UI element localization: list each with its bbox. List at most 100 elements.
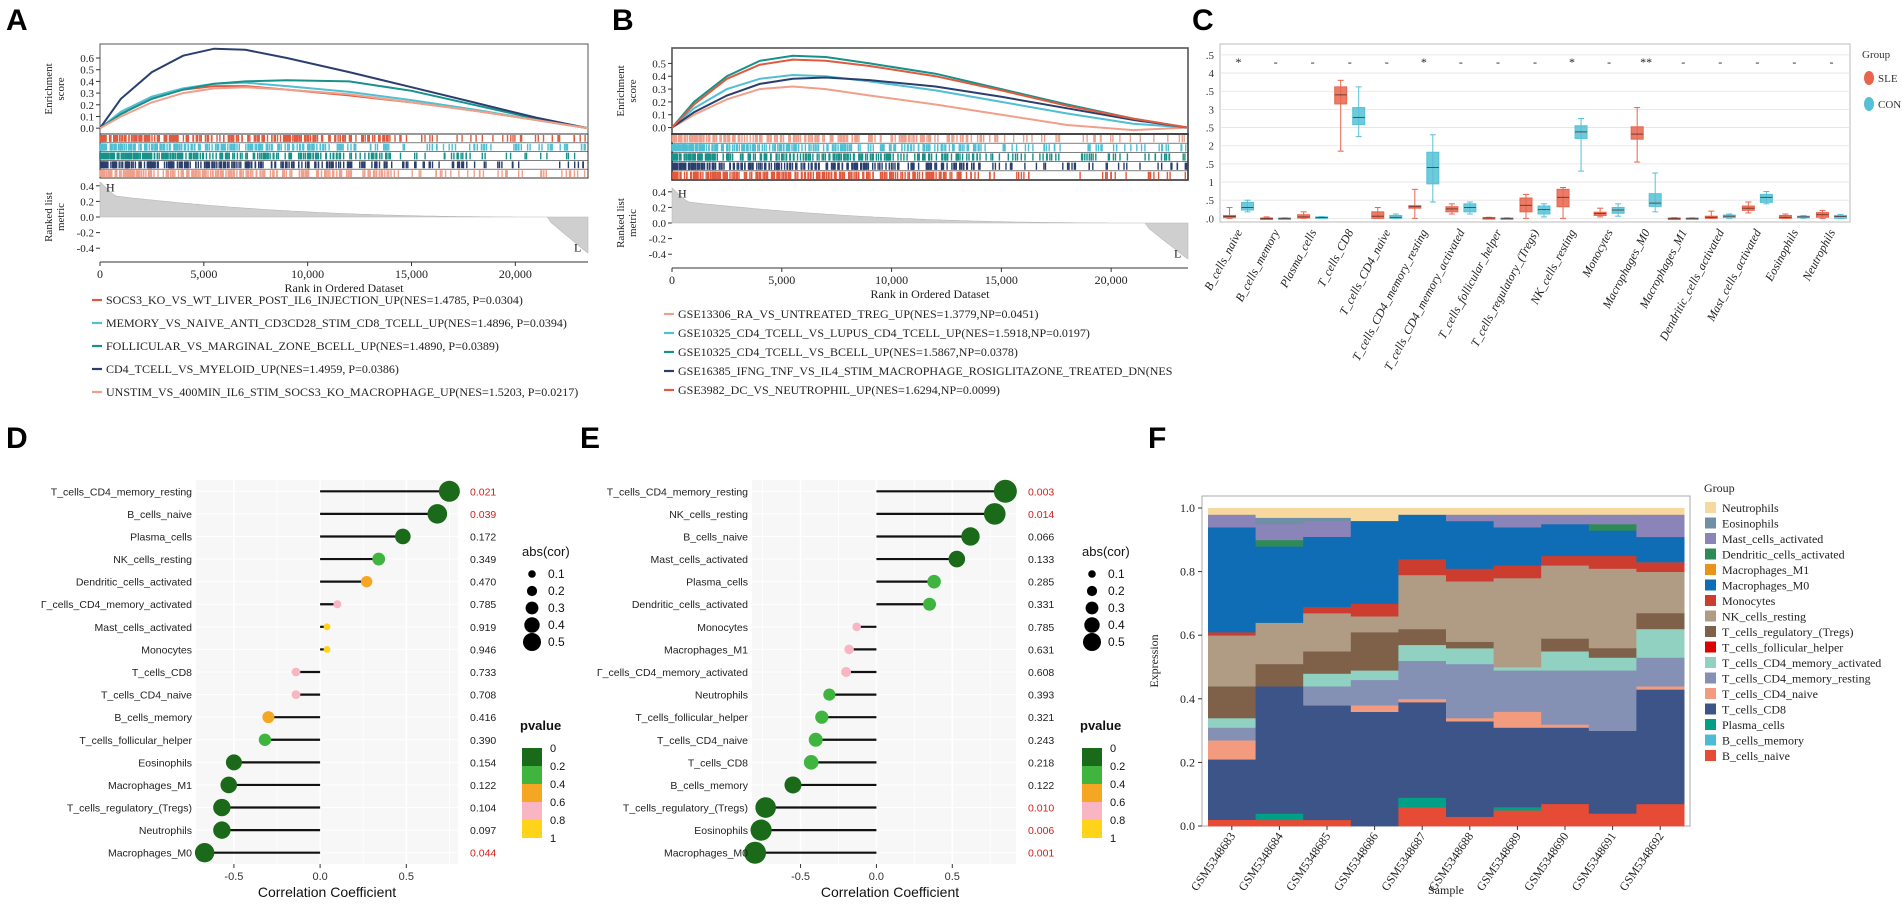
pvalue-label: 0.393 (1028, 690, 1054, 702)
box-con-11 (1648, 172, 1662, 213)
y-tick-label: 0.0 (652, 218, 666, 230)
size-legend-dot (1086, 585, 1098, 597)
lollipop-dot (225, 754, 242, 771)
bar-segment-8 (1588, 647, 1637, 658)
category-label: Neutrophils (695, 690, 748, 702)
y-tick-label: 0.3 (652, 84, 666, 96)
size-legend-label: 0.4 (1108, 618, 1125, 632)
lollipop-dot (360, 575, 373, 588)
significance-mark: - (1311, 55, 1315, 69)
significance-mark: - (1681, 55, 1685, 69)
category-label: T_cells_regulatory_(Tregs) (1468, 227, 1542, 349)
legend-swatch (1705, 719, 1716, 730)
legend-label-3: GSE16385_IFNG_TNF_VS_IL4_STIM_MACROPHAGE… (678, 364, 1172, 378)
significance-mark: ** (1640, 55, 1652, 69)
size-legend-label: 0.5 (1108, 635, 1125, 649)
category-label: T_cells_follicular_helper (79, 735, 192, 747)
bar-segment-6 (1446, 647, 1495, 665)
pvalue-label: 0.349 (470, 554, 496, 566)
bar-segment-9 (1493, 578, 1542, 668)
ranked-metric-label: Ranked listmetric (615, 198, 639, 248)
category-label: Macrophages_M0 (108, 848, 192, 860)
box-sle-11 (1630, 107, 1644, 163)
bar-segment-14 (1541, 514, 1590, 525)
y-tick-label: 0.4 (1180, 692, 1195, 706)
box-sle-16 (1815, 209, 1829, 219)
box-sle-15 (1778, 213, 1792, 219)
bar-segment-4 (1493, 711, 1542, 728)
lollipop-dot (927, 574, 941, 589)
size-legend-dot (1088, 570, 1096, 578)
category-label: T_cells_CD4_memory_resting (51, 486, 192, 498)
category-label: T_cells_regulatory_(Tregs) (623, 803, 748, 815)
l-label: L (1174, 246, 1181, 260)
x-tick-label: 15,000 (395, 267, 428, 281)
y-tick-label: 3 (1209, 104, 1215, 116)
pvalue-label: 0.039 (470, 509, 496, 521)
bar-segment-3 (1493, 727, 1542, 808)
size-legend-label: 0.1 (1108, 567, 1125, 581)
category-label: Eosinophils (694, 825, 748, 837)
legend-swatch (1705, 641, 1716, 653)
hit-row-2 (671, 153, 1186, 161)
significance-mark: - (1755, 55, 1759, 69)
h-label: H (678, 186, 687, 200)
category-label: B_cells_memory (670, 780, 748, 792)
y-tick-label: 0.2 (80, 100, 94, 112)
bar-segment-4 (1446, 717, 1495, 722)
y-tick-label: 0.0 (652, 123, 666, 135)
bar-segment-6 (1398, 644, 1447, 661)
category-label: T_cells_CD4_naive (101, 690, 192, 702)
panel-letter-f: F (1148, 422, 1166, 455)
bar-segment-11 (1350, 520, 1399, 604)
y-tick-label: -0.2 (77, 228, 94, 240)
legend-label-0: SOCS3_KO_VS_WT_LIVER_POST_IL6_INJECTION_… (106, 293, 523, 307)
legend-label-3: CD4_TCELL_VS_MYELOID_UP(NES=1.4959, P=0.… (106, 362, 399, 376)
legend-label-1: GSE10325_CD4_TCELL_VS_LUPUS_CD4_TCELL_UP… (678, 326, 1090, 340)
bar-segment-10 (1493, 565, 1542, 579)
legend-label: Dendritic_cells_activated (1722, 548, 1845, 562)
sample-label: GSM5348690 (1521, 830, 1571, 894)
bar-segment-11 (1446, 520, 1495, 569)
panel-letter-a: A (6, 4, 28, 37)
y-tick-label: .5 (1206, 123, 1215, 135)
box-con-13 (1722, 213, 1736, 219)
bar-segment-6 (1350, 670, 1399, 681)
bar-segment-5 (1303, 686, 1352, 706)
lollipop-dot (923, 597, 937, 611)
bar-segment-3 (1398, 702, 1447, 798)
lollipop-dot (438, 480, 460, 502)
lollipop-dot (815, 710, 829, 724)
category-label: Neutrophils (1799, 227, 1838, 284)
y-axis-title: Expression (1147, 634, 1161, 687)
pvalue-label: 0.097 (470, 825, 496, 837)
color-legend-swatch (522, 784, 542, 802)
pvalue-label: 0.104 (470, 803, 496, 815)
bar-segment-0 (1208, 819, 1257, 827)
bar-segment-11 (1208, 527, 1257, 633)
sample-label: GSM5348685 (1283, 830, 1333, 894)
panel-letter-e: E (580, 422, 600, 455)
bar-segment-9 (1350, 616, 1399, 633)
legend-label-sle: SLE (1878, 73, 1898, 85)
size-legend-label: 0.3 (1108, 601, 1125, 615)
bar-segment-3 (1636, 689, 1685, 805)
bar-segment-10 (1208, 632, 1257, 636)
x-axis-title: Correlation Coefficient (821, 884, 959, 900)
box-con-5 (1426, 134, 1440, 203)
box-sle-10 (1593, 207, 1607, 218)
size-legend-dot (526, 585, 538, 597)
legend-label: Plasma_cells (1722, 718, 1785, 732)
bar-segment-4 (1208, 740, 1257, 760)
enrichment-score-label: Enrichmentscore (43, 63, 67, 114)
box-con-6 (1463, 201, 1477, 215)
bar-segment-8 (1541, 638, 1590, 652)
box-sle-8 (1519, 193, 1533, 219)
hit-row-4 (99, 170, 586, 177)
sample-label: GSM5348692 (1616, 830, 1666, 894)
significance-mark: - (1533, 55, 1537, 69)
lollipop-dot (803, 755, 819, 770)
enrichment-line-0 (671, 85, 1189, 132)
pvalue-label: 0.066 (1028, 531, 1054, 543)
bar-segment-0 (1541, 803, 1590, 827)
